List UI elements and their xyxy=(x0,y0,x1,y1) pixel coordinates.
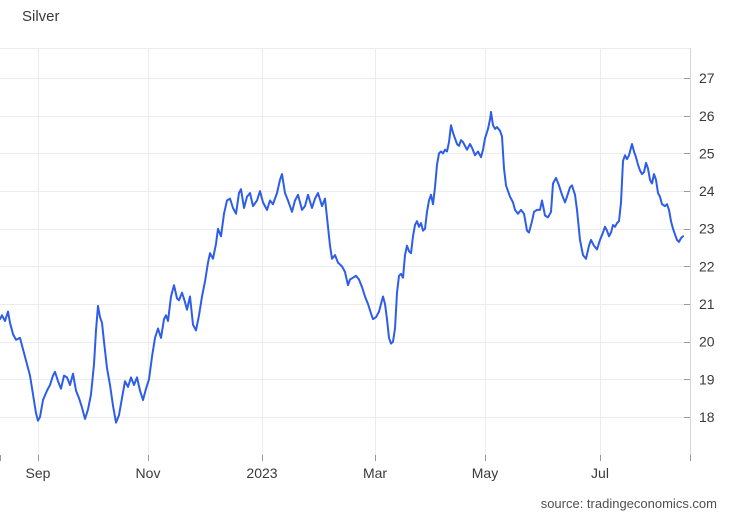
x-tick-label: Sep xyxy=(26,465,51,481)
silver-price-line xyxy=(0,111,684,424)
source-credit: source: tradingeconomics.com xyxy=(540,496,717,511)
gridlines xyxy=(0,48,691,455)
y-tick-label: 22 xyxy=(699,258,715,274)
x-tick-label: Jul xyxy=(591,465,609,481)
x-axis-labels: Sep Nov 2023 Mar May Jul xyxy=(26,465,609,481)
axis-tick-marks xyxy=(0,78,691,461)
x-tick-label: Nov xyxy=(136,465,161,481)
y-tick-label: 20 xyxy=(699,334,715,350)
y-tick-label: 18 xyxy=(699,409,715,425)
y-axis-labels: 18 19 20 21 22 23 24 25 26 27 xyxy=(699,70,715,425)
y-tick-label: 23 xyxy=(699,221,715,237)
y-tick-label: 26 xyxy=(699,108,715,124)
x-tick-label: Mar xyxy=(363,465,387,481)
chart-title: Silver xyxy=(22,8,60,25)
y-tick-label: 25 xyxy=(699,145,715,161)
y-tick-label: 27 xyxy=(699,70,715,86)
y-tick-label: 24 xyxy=(699,183,715,199)
x-tick-label: 2023 xyxy=(246,465,277,481)
y-tick-label: 21 xyxy=(699,296,715,312)
series-lines xyxy=(0,111,684,424)
y-tick-label: 19 xyxy=(699,371,715,387)
x-tick-label: May xyxy=(472,465,498,481)
